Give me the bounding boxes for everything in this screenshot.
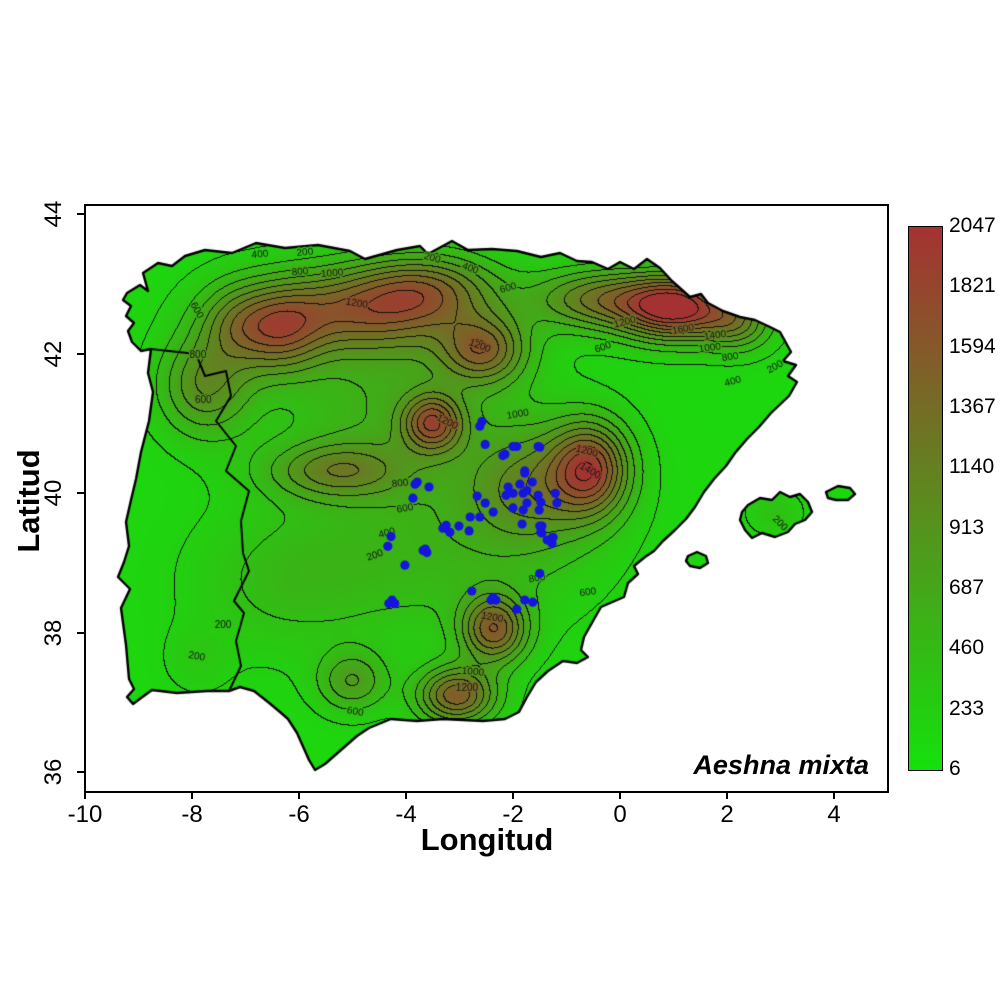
y-tick-mark: [77, 352, 85, 355]
colorbar-label: 1594: [949, 334, 996, 358]
x-tick-mark: [619, 791, 621, 799]
y-tick-mark: [77, 492, 85, 495]
y-tick-mark: [77, 771, 85, 774]
x-tick-label: 0: [613, 801, 627, 828]
species-label: Aeshna mixta: [693, 750, 869, 780]
colorbar-label: 1367: [949, 395, 996, 418]
x-tick-mark: [84, 791, 86, 799]
colorbar-label: 913: [949, 515, 985, 539]
colorbar-label: 687: [949, 576, 985, 599]
x-tick-mark: [833, 791, 835, 799]
x-tick-mark: [298, 791, 300, 799]
y-tick-label: 42: [40, 340, 67, 368]
colorbar-label: 460: [949, 636, 985, 660]
y-tick-label: 44: [40, 200, 67, 228]
x-tick-mark: [726, 791, 728, 799]
x-tick-label: 4: [827, 801, 841, 828]
y-tick-label: 38: [40, 619, 67, 647]
colorbar-label: 1140: [949, 455, 995, 479]
y-tick-label: 40: [40, 479, 67, 507]
x-tick-label: -4: [395, 801, 417, 828]
elevation-contour-map-canvas: [85, 205, 888, 792]
x-tick-label: -6: [288, 801, 310, 828]
colorbar-label: 233: [949, 696, 985, 720]
colorbar-label: 2047: [949, 214, 996, 237]
x-axis-title: Longitud: [420, 822, 554, 857]
colorbar-label: 1821: [949, 274, 996, 298]
x-tick-mark: [191, 791, 193, 799]
x-tick-label: -2: [502, 801, 524, 828]
x-tick-label: -10: [67, 801, 103, 828]
x-tick-label: -8: [181, 801, 203, 828]
colorbar-gradient: [908, 226, 943, 771]
colorbar-label: 6: [949, 757, 961, 780]
y-tick-label: 36: [40, 759, 67, 786]
x-tick-label: 2: [720, 801, 734, 828]
x-tick-mark: [405, 791, 407, 799]
y-tick-mark: [77, 213, 85, 216]
x-tick-mark: [512, 791, 514, 799]
y-tick-mark: [77, 631, 85, 634]
